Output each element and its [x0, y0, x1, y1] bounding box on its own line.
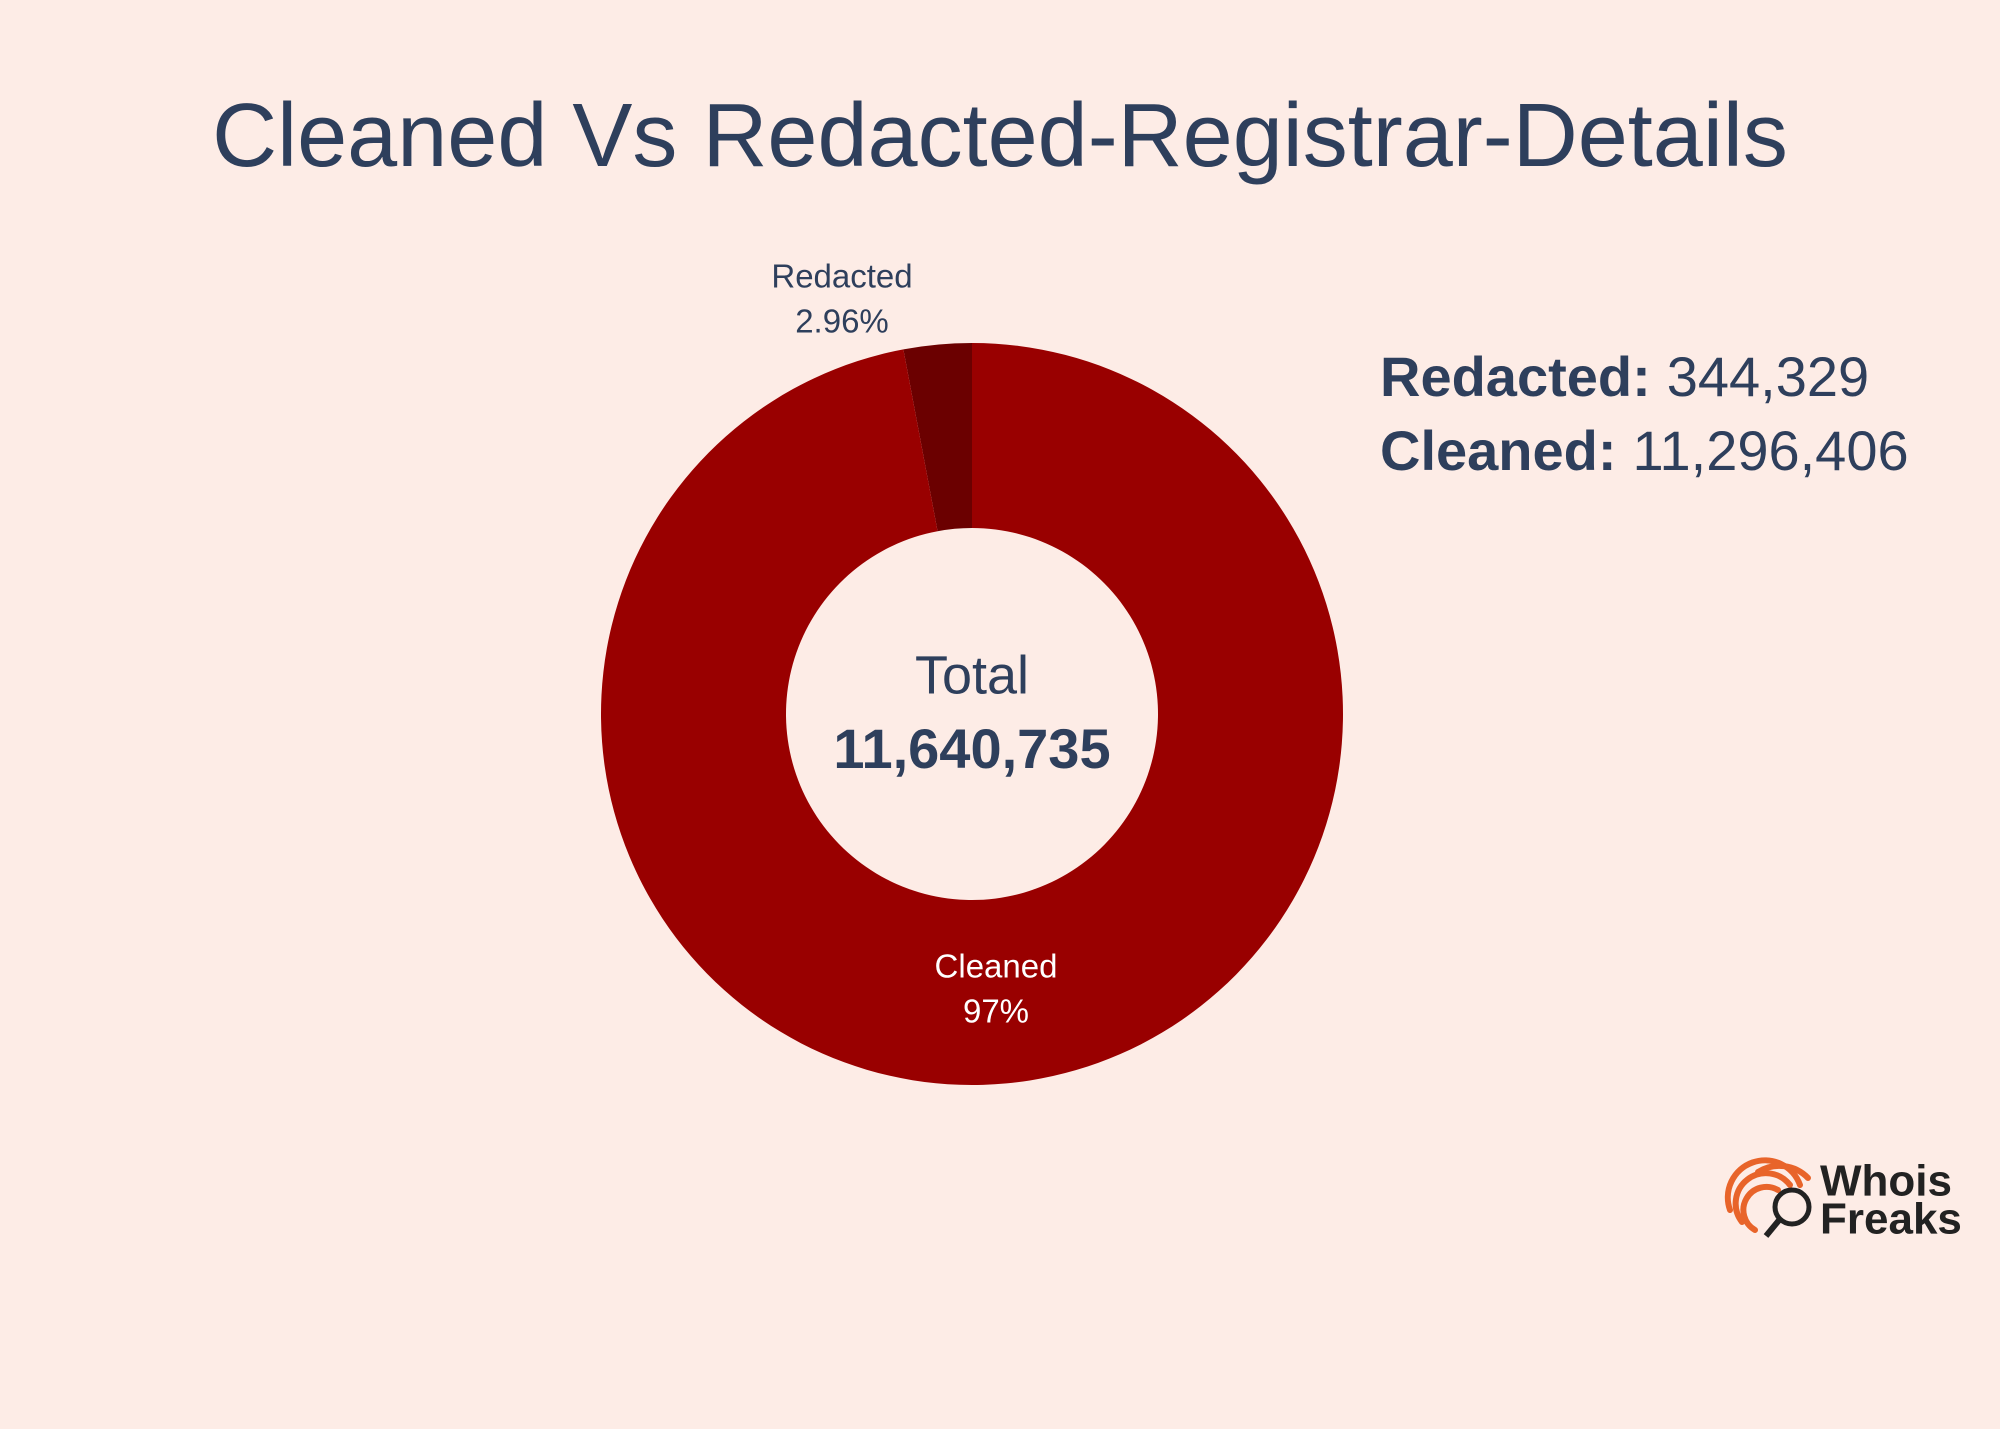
stat-value: 11,296,406 [1633, 419, 1909, 482]
donut-slice [903, 343, 972, 532]
center-label: Total [915, 645, 1029, 705]
stat-name: Cleaned: [1380, 419, 1617, 482]
slice-label: Redacted [771, 258, 912, 295]
donut-slice [601, 343, 1343, 1085]
slice-label: Cleaned [935, 948, 1058, 985]
center-value: 11,640,735 [833, 717, 1110, 780]
chart-title: Cleaned Vs Redacted-Registrar-Details [212, 86, 1788, 186]
logo-handle [1763, 1217, 1783, 1238]
logo-icon [1724, 1157, 1811, 1233]
stat-value: 344,329 [1667, 345, 1869, 408]
logo-text: Freaks [1820, 1195, 1962, 1244]
slice-value-label: 97% [963, 993, 1029, 1030]
stat-name: Redacted: [1380, 345, 1651, 408]
stat-line: Redacted: 344,329 [1380, 345, 1869, 408]
logo-text: Whois [1820, 1157, 1952, 1206]
logo: Whois Freaks [1724, 1157, 1962, 1244]
stat-line: Cleaned: 11,296,406 [1380, 419, 1909, 482]
slice-value-label: 2.96% [795, 303, 889, 340]
logo-lens [1772, 1187, 1812, 1227]
